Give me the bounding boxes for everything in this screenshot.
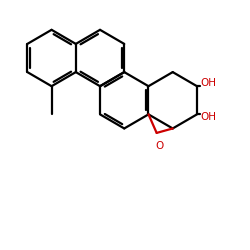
Text: OH: OH: [201, 112, 217, 122]
Text: OH: OH: [201, 78, 217, 88]
Text: O: O: [155, 141, 163, 151]
